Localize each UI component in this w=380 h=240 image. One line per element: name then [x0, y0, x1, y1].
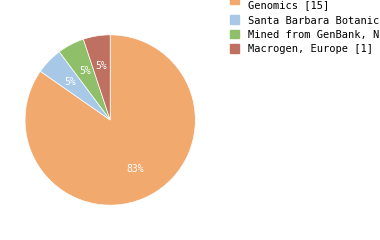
Text: 5%: 5% — [95, 61, 107, 71]
Text: 83%: 83% — [127, 164, 144, 174]
Wedge shape — [40, 52, 110, 120]
Legend: Centre for Biodiversity
Genomics [15], Santa Barbara Botanic Garden [1], Mined f: Centre for Biodiversity Genomics [15], S… — [230, 0, 380, 54]
Text: 5%: 5% — [79, 66, 90, 76]
Wedge shape — [59, 39, 110, 120]
Text: 5%: 5% — [65, 77, 76, 87]
Wedge shape — [83, 35, 110, 120]
Wedge shape — [25, 35, 195, 205]
